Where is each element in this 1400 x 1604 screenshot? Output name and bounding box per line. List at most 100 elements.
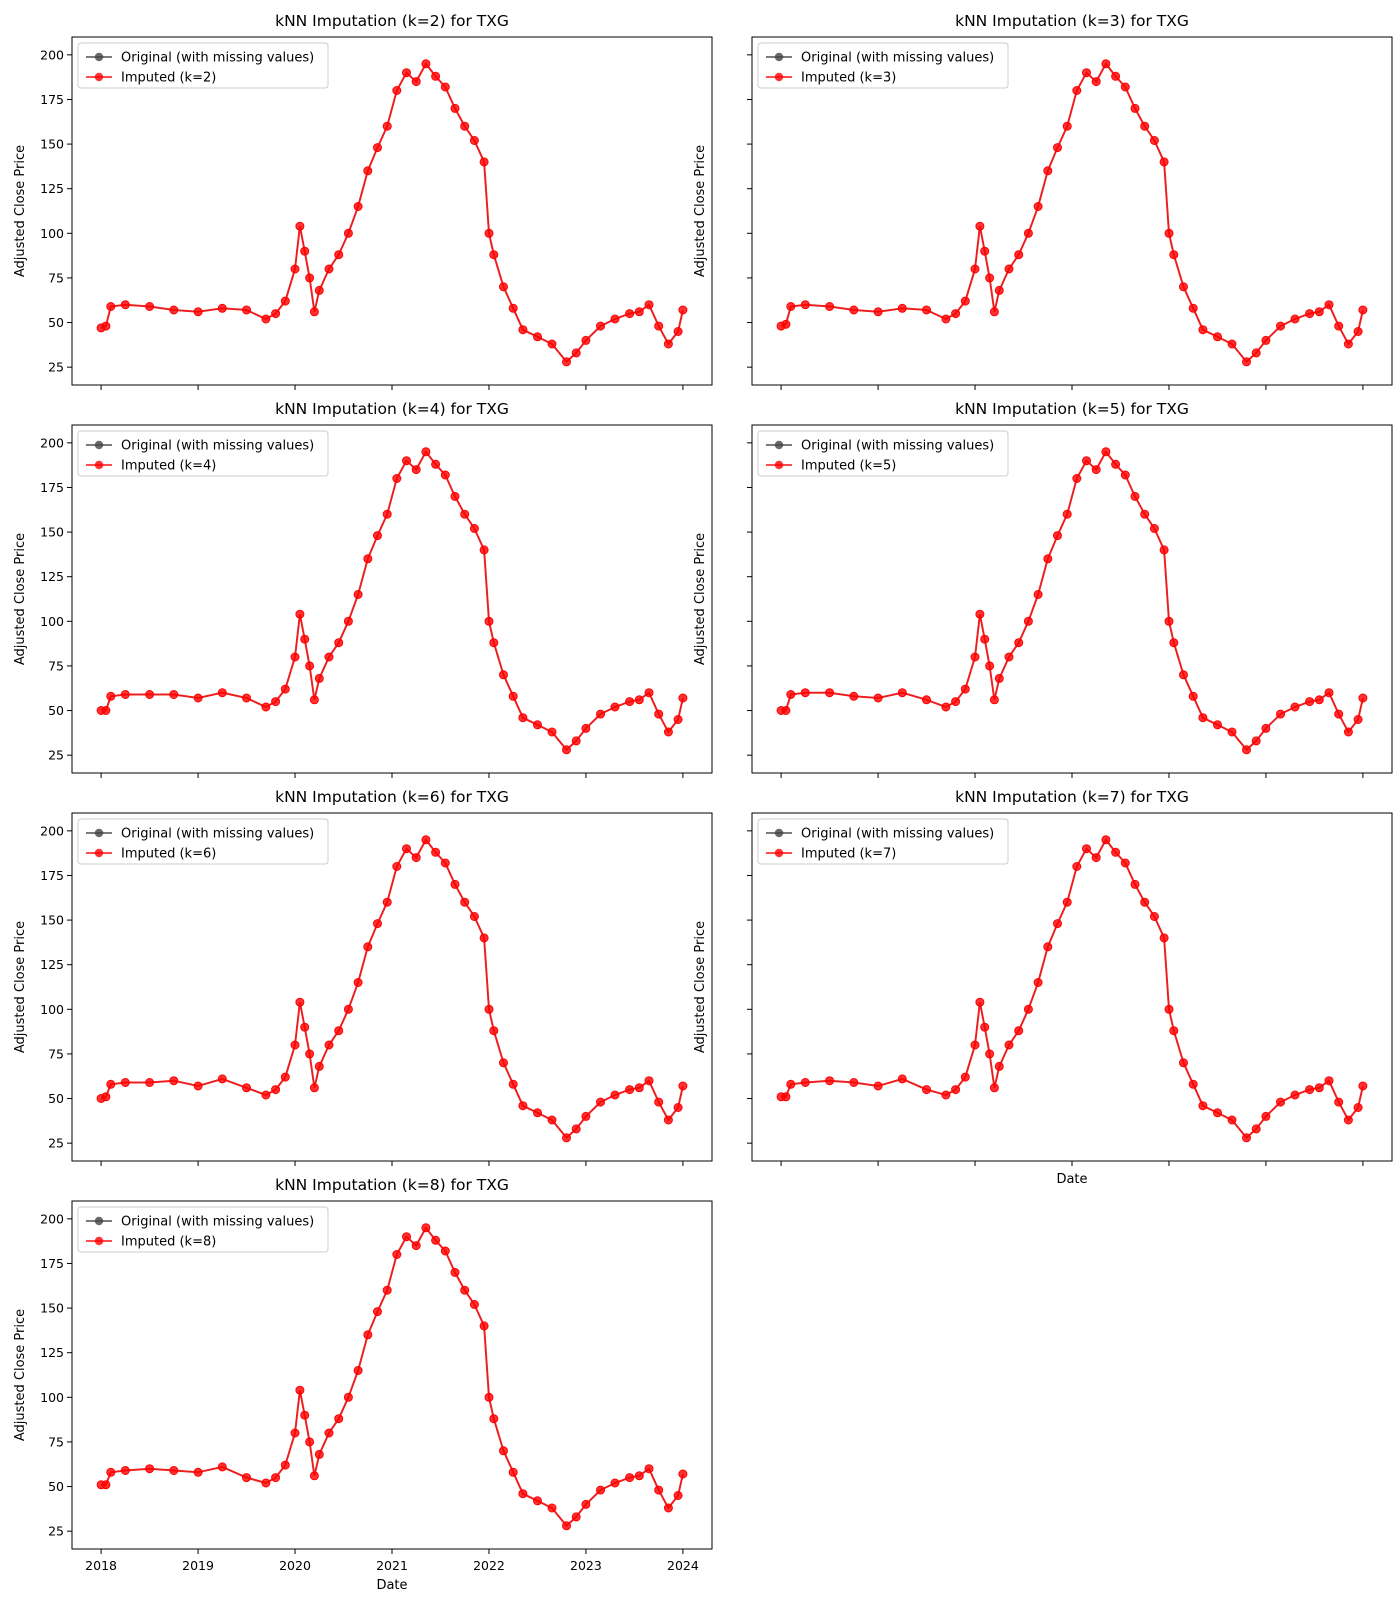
- imputed-point: [499, 1446, 508, 1456]
- imputed-point: [324, 1040, 334, 1050]
- imputed-point: [280, 1072, 290, 1082]
- imputed-point: [873, 307, 883, 317]
- imputed-point: [1198, 713, 1208, 723]
- imputed-point: [673, 327, 683, 336]
- imputed-point: [469, 524, 479, 533]
- imputed-point: [499, 670, 508, 680]
- imputed-point: [1082, 456, 1091, 466]
- imputed-point: [1053, 143, 1062, 153]
- imputed-point: [873, 1081, 883, 1091]
- imputed-point: [106, 302, 116, 311]
- imputed-point: [101, 706, 111, 715]
- imputed-point: [673, 1103, 683, 1112]
- imputed-point: [1062, 121, 1072, 131]
- imputed-point: [1169, 1026, 1179, 1036]
- imputed-point: [363, 942, 373, 952]
- imputed-point: [1324, 300, 1334, 310]
- imputed-point: [1072, 862, 1082, 871]
- imputed-point: [1314, 1083, 1324, 1093]
- imputed-point: [1111, 71, 1121, 81]
- imputed-point: [1159, 545, 1169, 555]
- axes-frame: [71, 36, 713, 386]
- imputed-point: [922, 305, 931, 315]
- imputed-point: [1082, 68, 1091, 78]
- imputed-point: [300, 634, 310, 644]
- imputed-point: [305, 1437, 315, 1447]
- imputed-point: [440, 1246, 450, 1256]
- y-axis-label: Adjusted Close Price: [693, 533, 708, 665]
- imputed-point: [533, 1108, 542, 1118]
- legend-label: Original (with missing values): [121, 1215, 314, 1230]
- imputed-point: [970, 264, 980, 274]
- legend-marker: [774, 460, 784, 470]
- imputed-point: [373, 143, 382, 153]
- imputed-point: [1140, 509, 1150, 519]
- legend-marker: [774, 848, 784, 858]
- imputed-point: [479, 1321, 489, 1331]
- y-tick-label: 150: [40, 913, 64, 928]
- x-axis-label: Date: [1056, 1172, 1087, 1187]
- imputed-point: [1043, 554, 1053, 564]
- imputed-point: [547, 1503, 557, 1513]
- imputed-point: [392, 474, 402, 483]
- y-tick-label: 50: [48, 315, 64, 330]
- imputed-point: [985, 273, 995, 283]
- imputed-point: [644, 688, 654, 698]
- imputed-point: [450, 491, 460, 501]
- x-tick-label: 2021: [376, 1558, 408, 1573]
- legend-marker: [94, 828, 104, 838]
- imputed-point: [508, 1467, 518, 1477]
- imputed-point: [1213, 720, 1222, 730]
- legend-label: Original (with missing values): [121, 51, 314, 66]
- imputed-point: [786, 302, 796, 311]
- y-tick-label: 25: [48, 1524, 64, 1539]
- imputed-point: [1140, 121, 1150, 131]
- imputed-point: [781, 319, 791, 329]
- imputed-point: [596, 1097, 605, 1107]
- imputed-point: [440, 470, 450, 480]
- imputed-point: [1149, 136, 1159, 145]
- legend-box: [77, 42, 329, 89]
- imputed-point: [610, 1478, 620, 1488]
- plot-area: [96, 59, 688, 367]
- imputed-point: [562, 1133, 571, 1143]
- imputed-point: [450, 103, 460, 113]
- imputed-point: [402, 456, 411, 466]
- imputed-point: [484, 228, 494, 238]
- imputed-point: [800, 688, 810, 698]
- imputed-point: [431, 459, 441, 469]
- legend: Original (with missing values) Imputed (k…: [77, 1206, 329, 1253]
- imputed-point: [193, 693, 203, 703]
- imputed-point: [663, 727, 673, 737]
- imputed-point: [373, 919, 382, 929]
- imputed-point: [1140, 897, 1150, 907]
- x-tick-label: 2024: [667, 1558, 699, 1573]
- x-tick-label: 2022: [473, 1558, 505, 1573]
- imputed-point: [1188, 691, 1198, 701]
- imputed-point: [120, 1078, 130, 1087]
- imputed-point: [280, 684, 290, 694]
- imputed-point: [324, 264, 334, 274]
- imputed-point: [975, 997, 985, 1007]
- y-tick-label: 175: [40, 92, 64, 107]
- imputed-point: [1120, 858, 1130, 868]
- imputed-point: [1324, 688, 1334, 698]
- imputed-point: [489, 1414, 499, 1424]
- imputed-point: [363, 554, 373, 564]
- imputed-point: [625, 1085, 635, 1095]
- y-axis-label: Adjusted Close Price: [13, 921, 28, 1053]
- imputed-point: [261, 1090, 271, 1100]
- imputed-point: [450, 879, 460, 889]
- imputed-point: [596, 1485, 605, 1495]
- imputed-point: [897, 688, 907, 698]
- x-tick-label: 2019: [182, 1558, 214, 1573]
- imputed-point: [1227, 339, 1237, 349]
- y-tick-label: 125: [40, 569, 64, 584]
- imputed-point: [508, 1079, 518, 1089]
- imputed-point: [484, 1392, 494, 1402]
- imputed-point: [271, 1473, 281, 1483]
- imputed-point: [1251, 736, 1261, 746]
- imputed-point: [1261, 335, 1271, 345]
- imputed-point: [101, 1092, 111, 1102]
